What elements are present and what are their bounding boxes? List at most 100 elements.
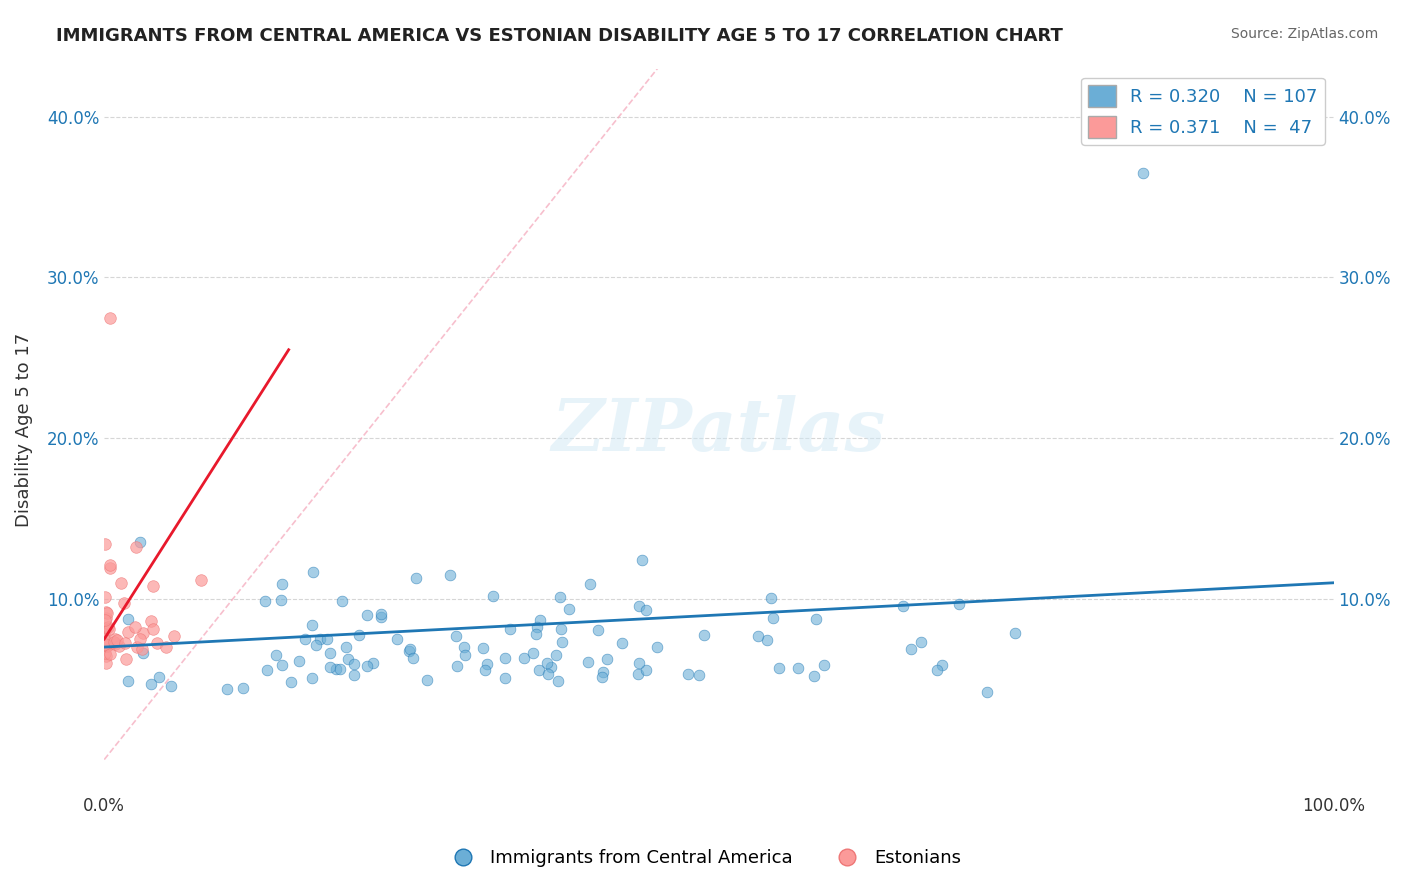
Point xyxy=(1132,166,1154,180)
Point xyxy=(162,629,184,643)
Point xyxy=(94,613,117,627)
Point xyxy=(127,640,149,654)
Point xyxy=(526,620,548,634)
Point xyxy=(97,638,120,652)
Point xyxy=(301,618,323,632)
Point xyxy=(96,638,118,652)
Point xyxy=(540,659,562,673)
Point xyxy=(110,576,132,591)
Point xyxy=(755,633,778,648)
Legend: R = 0.320    N = 107, R = 0.371    N =  47: R = 0.320 N = 107, R = 0.371 N = 47 xyxy=(1081,78,1324,145)
Point xyxy=(558,601,581,615)
Point xyxy=(270,577,292,591)
Point xyxy=(335,640,357,654)
Point xyxy=(148,670,170,684)
Point xyxy=(356,659,378,673)
Point xyxy=(693,628,716,642)
Point xyxy=(803,669,825,683)
Point xyxy=(305,638,328,652)
Point xyxy=(108,639,131,653)
Point xyxy=(100,647,122,661)
Point xyxy=(117,674,139,689)
Point xyxy=(117,624,139,639)
Point xyxy=(747,629,769,643)
Y-axis label: Disability Age 5 to 17: Disability Age 5 to 17 xyxy=(15,333,32,527)
Point xyxy=(529,613,551,627)
Point xyxy=(105,633,128,648)
Point xyxy=(132,646,155,660)
Point xyxy=(398,643,420,657)
Point xyxy=(596,652,619,666)
Point xyxy=(361,657,384,671)
Point xyxy=(544,648,567,662)
Point xyxy=(103,632,125,646)
Point xyxy=(94,637,117,651)
Point xyxy=(513,651,536,665)
Point xyxy=(115,652,138,666)
Point xyxy=(98,558,121,573)
Text: Source: ZipAtlas.com: Source: ZipAtlas.com xyxy=(1230,27,1378,41)
Point xyxy=(160,679,183,693)
Point xyxy=(900,642,922,657)
Point xyxy=(141,615,163,629)
Point xyxy=(579,577,602,591)
Point xyxy=(522,646,544,660)
Point xyxy=(253,593,276,607)
Point xyxy=(356,608,378,623)
Point xyxy=(131,642,153,657)
Point xyxy=(97,620,120,634)
Point xyxy=(98,310,121,325)
Point xyxy=(96,607,118,621)
Point xyxy=(190,573,212,587)
Point xyxy=(762,611,785,625)
Point xyxy=(636,663,658,677)
Point xyxy=(634,603,657,617)
Point xyxy=(270,657,292,672)
Point xyxy=(551,634,574,648)
Point xyxy=(302,565,325,579)
Point xyxy=(405,571,427,585)
Point xyxy=(117,612,139,626)
Point xyxy=(453,640,475,654)
Point xyxy=(347,627,370,641)
Point xyxy=(474,663,496,677)
Point xyxy=(370,610,392,624)
Point xyxy=(94,611,117,625)
Point xyxy=(93,646,115,660)
Point xyxy=(527,663,550,677)
Point xyxy=(280,675,302,690)
Point xyxy=(94,623,117,637)
Point xyxy=(524,626,547,640)
Point xyxy=(343,667,366,681)
Point xyxy=(927,663,949,677)
Point xyxy=(645,640,668,654)
Point xyxy=(294,632,316,646)
Point xyxy=(454,648,477,662)
Point xyxy=(1004,625,1026,640)
Point xyxy=(325,662,347,676)
Legend: Immigrants from Central America, Estonians: Immigrants from Central America, Estonia… xyxy=(437,842,969,874)
Point xyxy=(398,641,420,656)
Point xyxy=(329,662,352,676)
Text: ZIPatlas: ZIPatlas xyxy=(553,394,886,466)
Point xyxy=(301,671,323,685)
Point xyxy=(98,560,121,574)
Point xyxy=(550,622,572,636)
Point xyxy=(104,637,127,651)
Point xyxy=(93,626,115,640)
Point xyxy=(129,535,152,549)
Point xyxy=(387,632,409,647)
Point xyxy=(114,635,136,649)
Point xyxy=(93,632,115,646)
Text: IMMIGRANTS FROM CENTRAL AMERICA VS ESTONIAN DISABILITY AGE 5 TO 17 CORRELATION C: IMMIGRANTS FROM CENTRAL AMERICA VS ESTON… xyxy=(56,27,1063,45)
Point xyxy=(591,670,613,684)
Point xyxy=(627,599,650,614)
Point xyxy=(472,641,495,656)
Point xyxy=(439,568,461,582)
Point xyxy=(630,552,652,566)
Point xyxy=(627,656,650,670)
Point xyxy=(586,623,609,637)
Point xyxy=(499,622,522,636)
Point xyxy=(316,632,339,647)
Point xyxy=(139,677,162,691)
